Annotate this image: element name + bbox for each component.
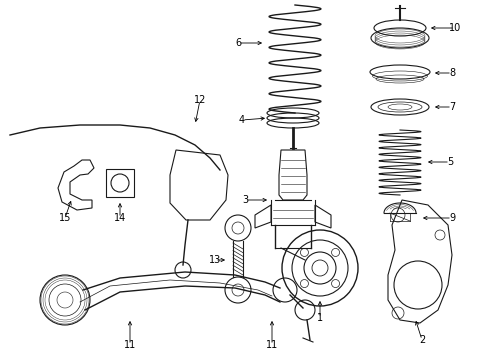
Text: 14: 14	[114, 213, 126, 223]
Text: 5: 5	[447, 157, 453, 167]
Text: 4: 4	[239, 115, 245, 125]
Bar	[106, 169, 134, 197]
Text: 8: 8	[449, 68, 455, 78]
Text: 1: 1	[317, 313, 323, 323]
Text: 11: 11	[124, 340, 136, 350]
Text: 13: 13	[209, 255, 221, 265]
Text: 2: 2	[419, 335, 425, 345]
Text: 7: 7	[449, 102, 455, 112]
Text: 6: 6	[235, 38, 241, 48]
Text: 15: 15	[59, 213, 71, 223]
Text: 3: 3	[242, 195, 248, 205]
Text: 11: 11	[266, 340, 278, 350]
Text: 10: 10	[449, 23, 461, 33]
Text: 12: 12	[194, 95, 206, 105]
Text: 9: 9	[449, 213, 455, 223]
